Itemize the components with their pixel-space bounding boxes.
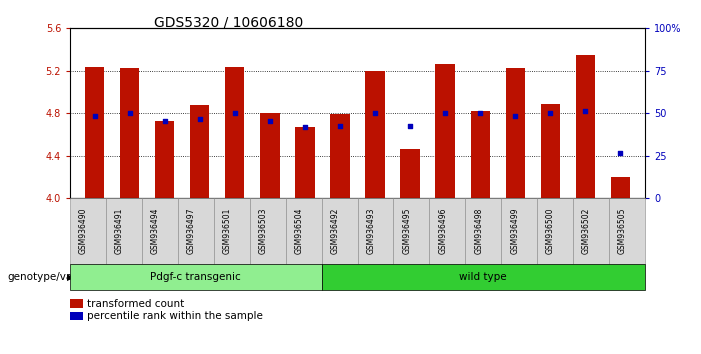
Bar xyxy=(505,68,525,198)
Bar xyxy=(400,149,420,198)
Text: GSM936491: GSM936491 xyxy=(115,208,124,254)
Point xyxy=(159,118,170,124)
Text: GSM936493: GSM936493 xyxy=(367,208,376,254)
Point xyxy=(475,110,486,116)
Point xyxy=(89,114,100,119)
Text: Pdgf-c transgenic: Pdgf-c transgenic xyxy=(151,272,241,282)
Bar xyxy=(470,111,490,198)
Bar xyxy=(295,127,315,198)
Point xyxy=(545,110,556,116)
Point xyxy=(264,118,275,124)
Text: genotype/variation: genotype/variation xyxy=(7,272,106,282)
Bar xyxy=(540,104,560,198)
Text: GSM936503: GSM936503 xyxy=(259,208,268,254)
Bar xyxy=(365,71,385,198)
Text: GSM936496: GSM936496 xyxy=(438,208,447,254)
Text: GSM936498: GSM936498 xyxy=(475,208,483,254)
Point xyxy=(404,123,416,129)
Point xyxy=(334,123,346,129)
Text: GSM936490: GSM936490 xyxy=(79,208,88,254)
Text: GSM936494: GSM936494 xyxy=(151,208,160,254)
Bar xyxy=(576,55,595,198)
Bar xyxy=(155,121,175,198)
Text: GDS5320 / 10606180: GDS5320 / 10606180 xyxy=(154,16,304,30)
Bar xyxy=(330,114,350,198)
Text: wild type: wild type xyxy=(459,272,507,282)
Point xyxy=(194,116,205,121)
Point xyxy=(369,110,381,116)
Bar xyxy=(120,68,139,198)
Text: GSM936501: GSM936501 xyxy=(223,208,232,254)
Point xyxy=(580,108,591,114)
Text: GSM936497: GSM936497 xyxy=(187,208,196,254)
Text: GSM936499: GSM936499 xyxy=(510,208,519,254)
Text: percentile rank within the sample: percentile rank within the sample xyxy=(87,311,263,321)
Bar xyxy=(435,64,455,198)
Point xyxy=(229,110,240,116)
Text: GSM936504: GSM936504 xyxy=(294,208,304,254)
Text: GSM936502: GSM936502 xyxy=(582,208,591,254)
Bar xyxy=(225,67,245,198)
Bar xyxy=(190,105,210,198)
Point xyxy=(299,124,311,130)
Text: ▶: ▶ xyxy=(67,273,74,281)
Text: GSM936495: GSM936495 xyxy=(402,208,411,254)
Text: transformed count: transformed count xyxy=(87,299,184,309)
Bar xyxy=(611,177,630,198)
Point xyxy=(615,150,626,155)
Text: GSM936505: GSM936505 xyxy=(618,208,627,254)
Point xyxy=(510,114,521,119)
Point xyxy=(440,110,451,116)
Text: GSM936500: GSM936500 xyxy=(546,208,555,254)
Text: GSM936492: GSM936492 xyxy=(331,208,339,254)
Bar xyxy=(85,67,104,198)
Point xyxy=(124,110,135,116)
Bar xyxy=(260,113,280,198)
